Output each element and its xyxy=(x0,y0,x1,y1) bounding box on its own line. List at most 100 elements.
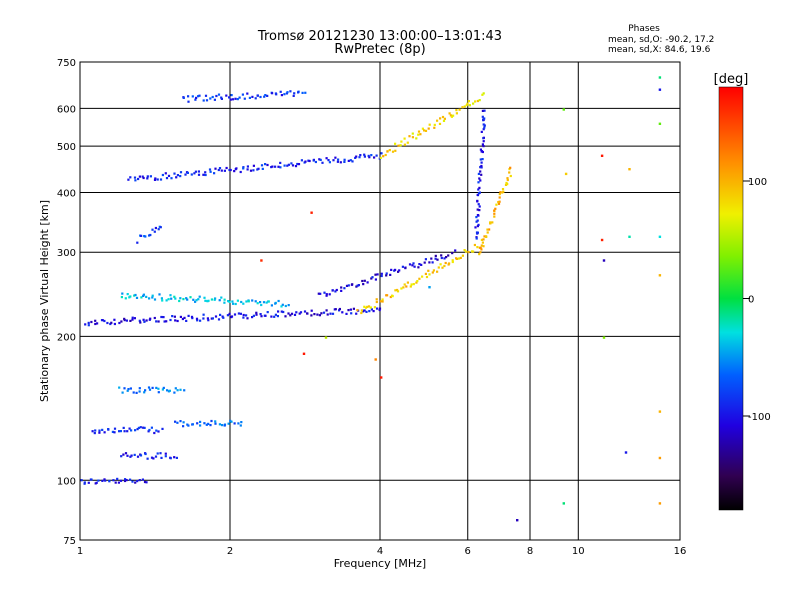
data-point xyxy=(260,303,263,307)
data-point xyxy=(113,427,117,430)
data-point xyxy=(141,478,144,481)
data-point xyxy=(408,135,411,138)
data-point xyxy=(478,209,481,212)
data-point xyxy=(286,164,289,167)
data-point xyxy=(98,429,101,432)
data-point xyxy=(299,311,303,314)
data-point xyxy=(478,177,481,180)
data-point xyxy=(436,258,439,261)
data-point xyxy=(207,319,210,322)
data-point xyxy=(602,336,606,339)
data-point xyxy=(218,299,221,302)
data-point xyxy=(101,479,104,482)
data-point xyxy=(270,315,273,318)
data-point xyxy=(187,95,190,98)
data-point xyxy=(477,223,480,226)
data-point xyxy=(133,317,136,320)
data-point xyxy=(173,295,176,298)
data-point xyxy=(274,302,277,305)
data-point xyxy=(237,312,240,315)
data-point xyxy=(265,301,268,304)
data-point xyxy=(334,290,337,293)
data-point xyxy=(380,272,383,275)
data-point xyxy=(174,420,177,423)
data-point xyxy=(242,313,245,317)
data-point xyxy=(138,390,141,393)
data-point xyxy=(658,456,662,460)
x-tick-label: 2 xyxy=(227,546,233,557)
data-point xyxy=(464,250,468,253)
data-point xyxy=(628,168,631,171)
data-point xyxy=(498,196,501,199)
data-point xyxy=(363,279,366,282)
data-point xyxy=(83,482,86,485)
data-point xyxy=(266,94,269,97)
data-point xyxy=(295,311,298,314)
data-point xyxy=(363,153,366,156)
data-point xyxy=(260,164,264,167)
data-point xyxy=(254,300,257,303)
y-tick-label: 750 xyxy=(57,58,76,69)
data-point xyxy=(280,310,283,313)
data-point xyxy=(451,252,454,255)
data-point xyxy=(340,286,343,289)
data-point xyxy=(274,92,277,95)
data-point xyxy=(176,421,179,424)
data-point xyxy=(483,235,486,238)
data-point xyxy=(304,160,307,163)
data-point xyxy=(658,235,662,238)
data-point xyxy=(408,263,412,266)
data-point xyxy=(228,300,231,303)
data-point xyxy=(394,268,397,271)
data-point xyxy=(219,313,222,316)
data-point xyxy=(658,122,662,125)
data-point xyxy=(394,289,397,292)
data-point xyxy=(251,316,254,319)
data-point xyxy=(168,389,171,392)
data-point xyxy=(419,133,422,136)
data-point xyxy=(227,422,230,425)
data-point xyxy=(129,176,132,179)
data-point xyxy=(113,431,116,434)
data-point xyxy=(155,429,158,432)
data-point xyxy=(255,313,258,316)
data-point xyxy=(186,423,189,426)
data-point xyxy=(423,261,426,264)
data-point xyxy=(221,315,224,318)
data-point xyxy=(129,478,132,481)
data-point xyxy=(134,293,137,297)
data-point xyxy=(266,311,269,314)
data-point xyxy=(384,153,387,157)
data-point xyxy=(204,299,207,302)
colorbar-ticks: 100 0 -100 xyxy=(743,177,771,423)
data-point xyxy=(221,424,224,427)
data-point xyxy=(152,457,155,460)
data-point xyxy=(166,389,169,392)
data-point xyxy=(187,424,190,427)
data-point xyxy=(197,95,200,98)
colorbar-label: [deg] xyxy=(714,72,749,87)
y-tick-label: 400 xyxy=(57,188,76,199)
data-point xyxy=(401,265,404,268)
data-point xyxy=(443,257,446,260)
data-point xyxy=(321,161,324,164)
y-tick-label: 500 xyxy=(57,142,76,153)
data-point xyxy=(93,432,96,435)
data-point xyxy=(481,143,484,146)
data-point xyxy=(397,270,400,273)
data-point xyxy=(310,314,313,317)
data-point xyxy=(363,155,366,158)
data-point xyxy=(144,235,147,238)
data-point xyxy=(483,126,486,129)
data-point xyxy=(186,171,189,174)
data-point xyxy=(264,163,267,166)
data-point xyxy=(480,161,483,164)
data-point xyxy=(314,160,317,164)
data-point xyxy=(285,92,288,95)
colorbar-tick-label: 100 xyxy=(748,177,767,188)
data-point xyxy=(417,130,421,133)
data-point xyxy=(220,97,223,100)
data-point xyxy=(564,172,568,176)
data-point xyxy=(480,164,483,168)
data-point xyxy=(378,308,381,312)
